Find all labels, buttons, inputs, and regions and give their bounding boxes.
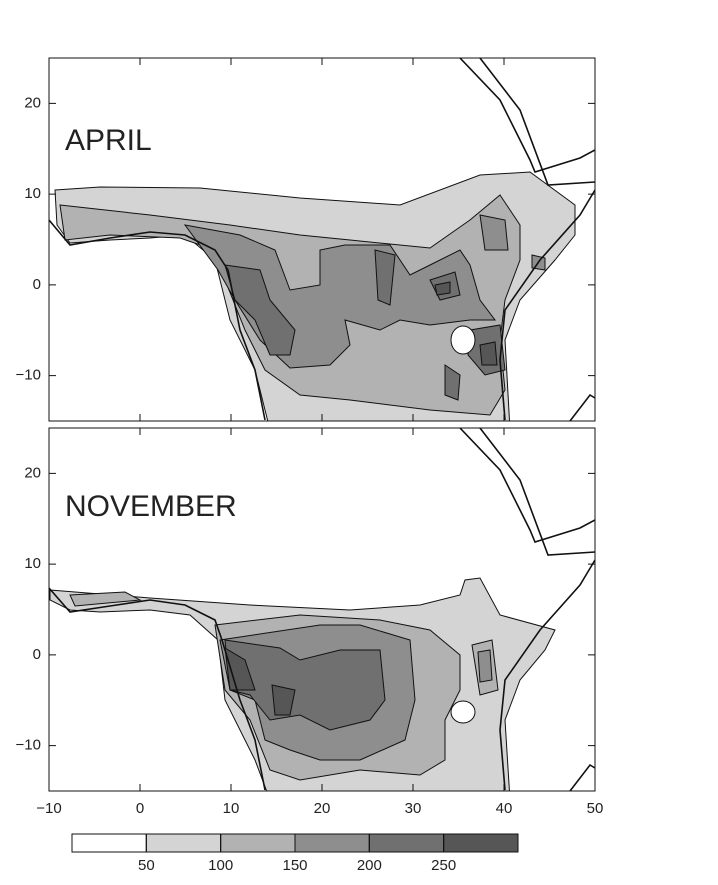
colorbar-label: 100 — [208, 857, 233, 874]
november-coastline — [49, 428, 595, 791]
x-tick-label: 30 — [405, 800, 422, 817]
colorbar-swatch — [145, 833, 222, 853]
y-tick-label: 0 — [33, 276, 41, 293]
colorbar-swatch — [220, 833, 296, 853]
x-tick-label: −10 — [36, 800, 61, 817]
y-tick-label: 0 — [33, 646, 41, 663]
colorbar-swatch — [443, 833, 519, 853]
y-tick-label: −10 — [16, 737, 41, 754]
colorbar-label: 250 — [431, 857, 456, 874]
y-tick-label: 10 — [24, 555, 41, 572]
april-coastline — [49, 58, 595, 421]
y-tick-label: 20 — [24, 94, 41, 111]
colorbar-label: 150 — [282, 857, 307, 874]
x-tick-label: 20 — [314, 800, 331, 817]
colorbar-label: 200 — [357, 857, 382, 874]
x-tick-label: 50 — [587, 800, 604, 817]
x-tick-label: 40 — [496, 800, 513, 817]
y-tick-label: 10 — [24, 185, 41, 202]
colorbar-swatch — [294, 833, 370, 853]
panel-label: NOVEMBER — [65, 490, 237, 523]
april-contours — [54, 171, 576, 421]
y-tick-label: −10 — [16, 367, 41, 384]
colorbar-swatch — [368, 833, 445, 853]
y-tick-label: 20 — [24, 464, 41, 481]
colorbar-label: 50 — [138, 857, 155, 874]
panel-label: APRIL — [65, 124, 152, 157]
x-tick-label: 10 — [223, 800, 240, 817]
november-contours — [49, 577, 556, 791]
colorbar-swatch — [71, 833, 147, 853]
x-tick-label: 0 — [136, 800, 144, 817]
